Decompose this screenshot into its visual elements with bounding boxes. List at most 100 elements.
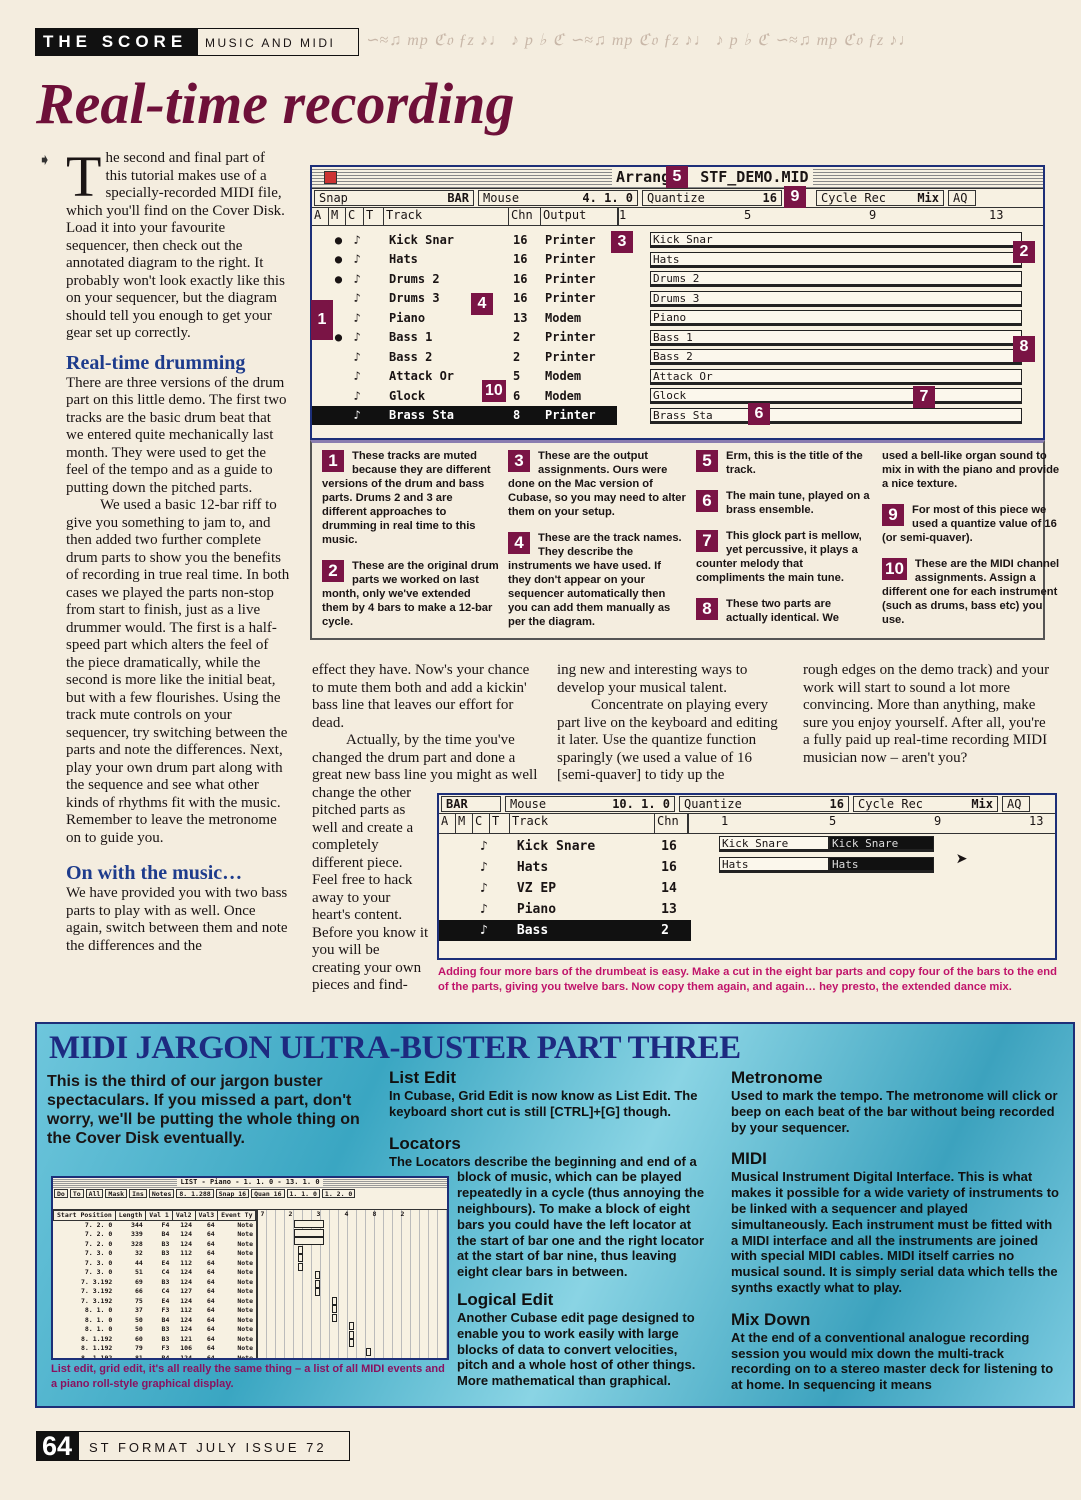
ruler-bar-1: 1 <box>619 208 627 222</box>
track-channel: 14 <box>661 881 677 896</box>
list-cell: Note <box>237 1296 253 1305</box>
quantize-value: 16 <box>762 191 777 205</box>
list-row: 7. 3. 0 44 E4 112 64 Note <box>54 1258 256 1268</box>
ruler-bar-13: 13 <box>989 208 1004 222</box>
mouse-cursor-icon: ➤ <box>956 847 969 871</box>
paragraph: We used a basic 12-bar riff to give you … <box>66 497 290 846</box>
mouse-label: Mouse <box>483 191 520 205</box>
annotation-text: These are the track names. They describe… <box>508 532 682 628</box>
aq-button: AQ <box>1007 797 1022 811</box>
intro-text: he second and final part of this tutoria… <box>66 150 285 341</box>
list-cell: E4 <box>161 1258 170 1267</box>
list-row: 7. 3.192 69 B3 124 64 Note <box>54 1277 256 1287</box>
annotation-note: 4 These are the track names. They describ… <box>508 531 686 629</box>
list-cell: B3 <box>161 1325 170 1334</box>
track-row: ♪ Drums 3 16 Printer <box>312 289 617 309</box>
roll-ruler-label: 7 <box>260 1210 265 1218</box>
track-row: ● ♪ Kick Snar 16 Printer <box>312 230 617 250</box>
note-icon: ♪ <box>353 349 361 364</box>
mouse-value: 10. 1. 0 <box>612 797 670 811</box>
ruler-bar-13: 13 <box>1029 814 1044 828</box>
track-channel: 8 <box>513 408 521 423</box>
list-cell: 64 <box>206 1287 215 1296</box>
issue-label: ST FORMAT JULY ISSUE 72 <box>78 1431 350 1461</box>
list-cell: 8. 1. 0 <box>84 1315 113 1324</box>
list-column-header: Val3 <box>194 1210 219 1221</box>
col-track: Track <box>510 814 655 833</box>
track-name: Drums 3 <box>389 291 440 306</box>
list-cell: Note <box>237 1287 253 1296</box>
list-cell: Note <box>237 1249 253 1258</box>
list-toolbar-field: To <box>69 1189 84 1198</box>
track-part: Drums 2 <box>650 271 1022 287</box>
list-cell: 64 <box>206 1258 215 1267</box>
list-cell: 7. 2. 0 <box>84 1221 113 1229</box>
callout-badge-3: 3 <box>611 231 633 253</box>
annotation-note: 9 For most of this piece we used a quanti… <box>882 503 1060 545</box>
track-output: Printer <box>545 232 596 247</box>
note-block <box>298 1254 304 1262</box>
list-cell: C4 <box>161 1287 170 1296</box>
list-cell: 7. 2. 0 <box>84 1239 113 1248</box>
track-column-headers: A M C T Track Chn Output 1 5 9 13 <box>312 208 1043 226</box>
track-output: Printer <box>545 330 596 345</box>
list-cell: 64 <box>206 1353 215 1360</box>
annotation-text: The main tune, played on a brass ensembl… <box>726 490 870 516</box>
note-block <box>349 1330 355 1339</box>
track-name: Kick Snare <box>516 839 596 854</box>
part-left: Kick Snare <box>719 836 829 852</box>
note-icon: ♪ <box>353 291 361 306</box>
annotation-note: 8 These two parts are actually identical.… <box>696 597 874 625</box>
list-cell: 8. 1.192 <box>80 1344 113 1353</box>
list-cell: 64 <box>206 1334 215 1343</box>
annotation-column: 5 Erm, this is the title of the track. 6 Th… <box>696 449 874 637</box>
annotation-note: 3 These are the output assignments. Ours … <box>508 449 686 519</box>
callout-badge-5: 5 <box>666 166 688 188</box>
track-row: ♪ Piano 13 Modem <box>312 308 617 328</box>
list-cell: 112 <box>180 1258 193 1267</box>
col-output: Output <box>541 208 619 225</box>
definition: Musical Instrument Digital Interface. Th… <box>731 1169 1059 1295</box>
term-logical-edit: Logical Edit <box>457 1289 554 1309</box>
note-block <box>294 1220 325 1228</box>
track-channel: 2 <box>513 330 521 345</box>
note-block <box>349 1339 355 1347</box>
ruler-bar-1: 1 <box>721 814 729 828</box>
list-column-header: Val2 <box>171 1210 196 1221</box>
paragraph: Concentrate on playing every part live o… <box>557 697 778 783</box>
definition: Another Cubase edit page designed to ena… <box>457 1309 696 1389</box>
annotation-note: used a bell-like organ sound to mix in w… <box>882 449 1060 491</box>
list-cell: 8. 1.192 <box>80 1353 113 1360</box>
track-output: Modem <box>545 310 582 325</box>
list-cell: 7. 2. 0 <box>84 1230 113 1239</box>
note-icon: ♪ <box>353 310 361 325</box>
track-channel: 16 <box>513 271 528 286</box>
track-part: Glock <box>650 388 1022 404</box>
list-cell: 124 <box>180 1315 193 1324</box>
list-cell: 50 <box>134 1325 143 1334</box>
track-output: Modem <box>545 388 582 403</box>
list-cell: 64 <box>206 1277 215 1286</box>
cycle-rec-label: Cycle Rec <box>821 191 887 205</box>
track-row: ♪ Kick Snare 16 <box>439 836 691 857</box>
note-block <box>332 1296 338 1305</box>
list-toolbar-field: Snap 16 <box>215 1189 250 1198</box>
callout-badge-7: 7 <box>913 386 935 408</box>
term-list-edit: List Edit <box>389 1068 457 1087</box>
roll-ruler-label: 2 <box>288 1210 293 1218</box>
track-part: Bass 2 <box>650 349 1022 365</box>
list-row: 8. 1. 0 50 B3 124 64 Note <box>54 1325 256 1335</box>
mix-label: Mix <box>917 191 939 205</box>
track-output: Printer <box>545 271 596 286</box>
track-part: Drums 3 <box>650 290 1022 307</box>
event-list-table: Start Position Length Val 1 Val2 Val3 Event T… <box>53 1210 257 1360</box>
annotation-text: These are the output assignments. Ours w… <box>508 450 686 518</box>
list-row: 7. 3. 0 32 B3 112 64 Note <box>54 1249 256 1259</box>
column-2: effect they have. Now's your chance to m… <box>312 662 540 1026</box>
track-row: ♪ Attack Or 5 Modem <box>312 367 617 387</box>
list-cell: Note <box>237 1306 253 1315</box>
track-output: Printer <box>545 349 596 364</box>
list-cell: 112 <box>180 1249 193 1258</box>
col-t: T <box>490 814 510 833</box>
